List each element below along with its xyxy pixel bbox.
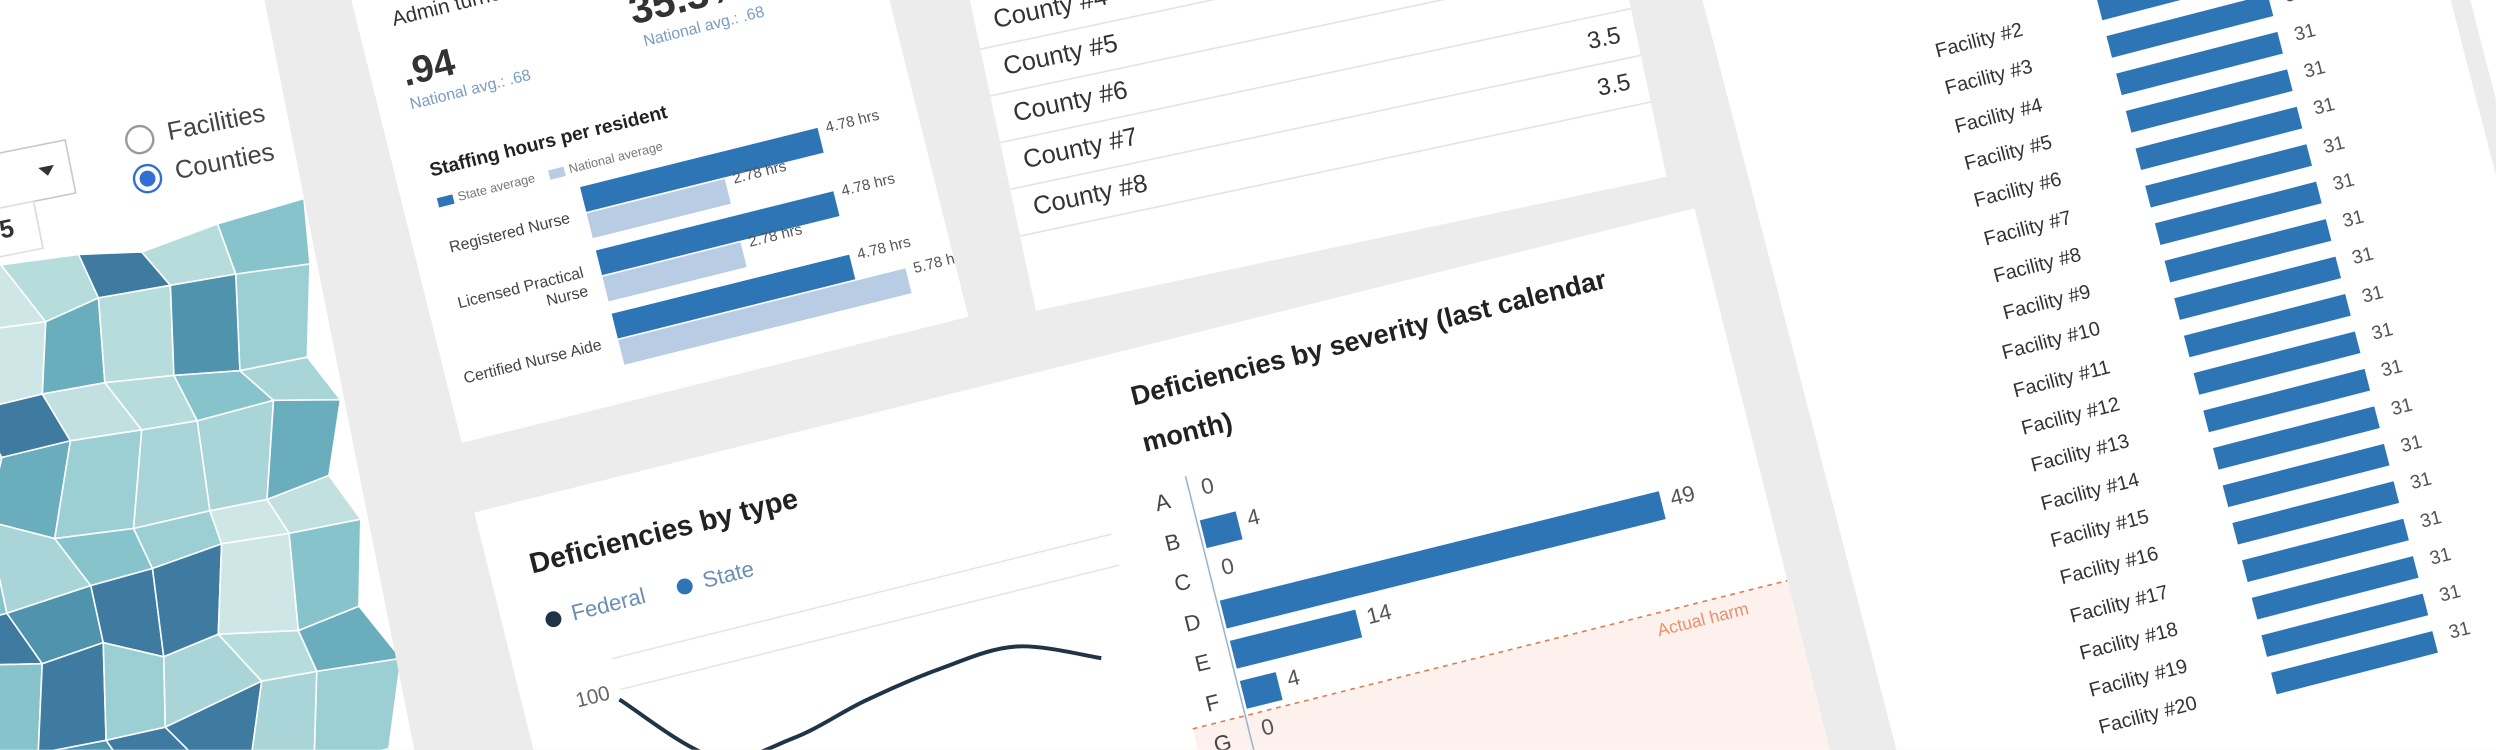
value-label: 31 — [2436, 578, 2463, 606]
cell-divider — [32, 201, 44, 249]
value-label: 31 — [2358, 279, 2385, 307]
bar — [1190, 480, 1197, 508]
value-label: 31 — [2377, 354, 2405, 382]
map-region — [249, 670, 318, 750]
bar — [2260, 592, 2428, 657]
bar — [1239, 672, 1283, 709]
value-label: 31 — [2339, 204, 2366, 232]
deficiencies-svg — [545, 476, 1849, 750]
bar — [586, 178, 731, 239]
county-value: 3.5 — [1584, 22, 1624, 56]
bar — [2144, 143, 2312, 207]
bar — [1229, 609, 1363, 669]
legend-swatch — [436, 194, 455, 208]
bar — [580, 127, 824, 212]
bar — [1210, 561, 1217, 589]
value-label: 31 — [2426, 541, 2453, 569]
staffing-svg — [436, 127, 912, 365]
dropdown[interactable] — [0, 138, 77, 247]
map-region — [0, 662, 44, 750]
value-label: 31 — [2445, 616, 2472, 644]
staffing-card: Admin turnover .94 National avg.: .68 35… — [323, 0, 969, 444]
bar — [1199, 511, 1243, 549]
value-label: 31 — [2310, 92, 2337, 119]
bar — [2163, 218, 2331, 282]
bar — [2202, 368, 2370, 432]
value-label: 31 — [2290, 17, 2317, 45]
deficiencies-card: Deficiencies by type Federal State 100 Defic… — [474, 208, 1849, 750]
value-label: 31 — [2416, 503, 2443, 531]
row-divider — [1019, 101, 1651, 237]
map-region — [36, 739, 138, 750]
value-label: 31 — [2329, 166, 2356, 194]
legend-dot — [676, 578, 693, 595]
line-series — [618, 644, 1102, 750]
value-label: 31 — [2300, 54, 2327, 82]
value-label: 31 — [2348, 241, 2376, 269]
axis-line — [1184, 476, 1256, 750]
bar — [2270, 630, 2438, 694]
bar — [2241, 517, 2409, 582]
value-label: 31 — [2319, 129, 2347, 157]
county-card: County #4 County #5 County #6 County #7 3.5 C… — [918, 0, 1667, 311]
row-divider — [1000, 7, 1632, 144]
value-label: 31 — [2407, 466, 2434, 494]
bar — [2173, 255, 2341, 320]
value-label: 14 — [1363, 598, 1394, 629]
bar — [2212, 405, 2380, 469]
plot-top-border — [612, 533, 1112, 660]
map — [0, 197, 410, 750]
bar — [618, 268, 912, 365]
harm-line — [1192, 579, 1788, 730]
map-region — [104, 726, 197, 750]
row-divider — [990, 0, 1622, 97]
bar — [2134, 105, 2302, 170]
row-divider — [1010, 54, 1641, 191]
grid-line — [620, 564, 1120, 691]
value-label: 31 — [2397, 429, 2424, 456]
bar — [2250, 555, 2418, 619]
map-region — [163, 679, 263, 750]
bar — [2192, 330, 2360, 394]
bar — [602, 242, 747, 302]
bar — [2115, 31, 2283, 95]
bar — [1219, 491, 1666, 629]
bar — [2221, 443, 2389, 507]
legend-dot — [545, 611, 562, 628]
value-label: 49 — [1667, 479, 1698, 511]
radio[interactable] — [124, 124, 156, 156]
radio-dot — [139, 170, 156, 187]
map-svg — [0, 124, 410, 750]
map-card: 5 Facilities Counties — [0, 0, 458, 750]
county-value: 3.5 — [1594, 68, 1633, 103]
county-svg — [980, 0, 1651, 237]
harm-region — [1192, 580, 1849, 750]
bar — [595, 191, 840, 276]
bar — [2095, 0, 2263, 20]
value-label: 31 — [2387, 391, 2414, 419]
row-divider — [980, 0, 1612, 50]
bar — [2154, 180, 2321, 245]
facilities-svg — [2095, 0, 2438, 694]
dropdown-caret — [38, 164, 54, 176]
value-label: 31 — [2368, 316, 2395, 344]
bar — [2183, 293, 2350, 357]
bar — [2105, 0, 2273, 57]
bar — [611, 254, 856, 339]
bar — [2231, 480, 2399, 544]
bar — [2125, 68, 2292, 132]
legend-swatch — [548, 166, 566, 180]
